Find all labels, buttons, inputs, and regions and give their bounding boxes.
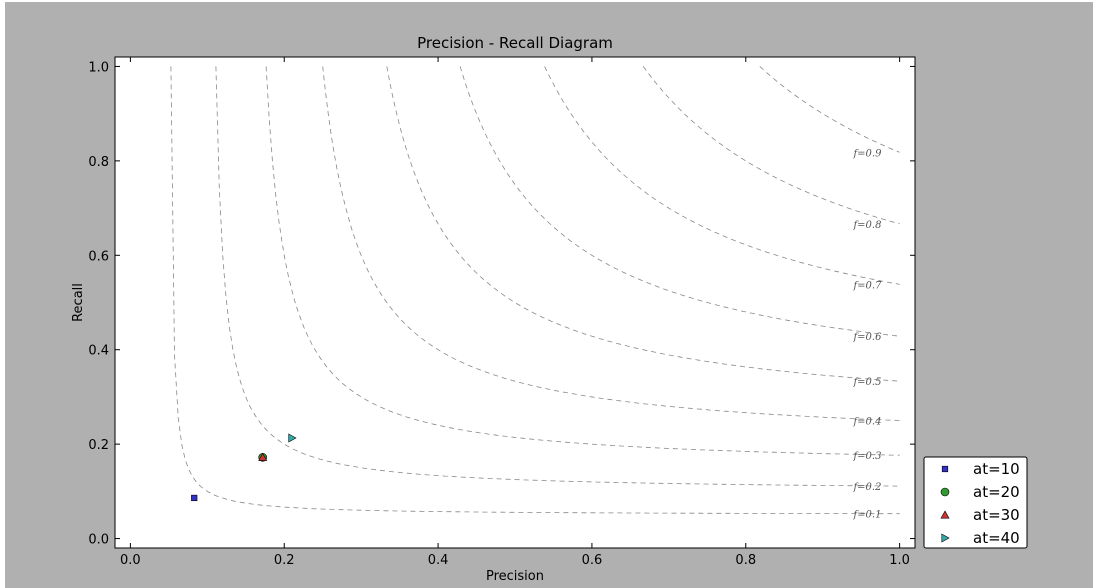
x-tick-label: 1.0 bbox=[889, 553, 910, 568]
x-tick-label: 0.6 bbox=[582, 553, 603, 568]
iso-f-label-0.6: f=0.6 bbox=[852, 332, 882, 343]
iso-f-label-0.3: f=0.3 bbox=[852, 451, 881, 462]
y-tick-label: 0.2 bbox=[88, 438, 109, 453]
legend-label: at=20 bbox=[973, 483, 1020, 501]
data-point-at=10 bbox=[191, 494, 198, 502]
axis-ticks: 0.0 0.2 0.4 0.6 0.8 1.0 0.0 0.2 0.4 0.6 0.8 1.0 bbox=[88, 57, 915, 568]
iso-f-label-0.5: f=0.5 bbox=[852, 377, 881, 388]
iso-f-label-0.1: f=0.1 bbox=[852, 510, 881, 521]
legend-marker-at=30 bbox=[940, 510, 950, 519]
legend-label: at=10 bbox=[973, 460, 1020, 478]
iso-f-label-0.2: f=0.2 bbox=[852, 482, 881, 493]
x-tick-label: 0.0 bbox=[120, 553, 141, 568]
x-tick-label: 0.4 bbox=[428, 553, 449, 568]
legend: at=10 at=20 at=30 at=40 bbox=[923, 456, 1028, 549]
iso-f-curves: f=0.1 f=0.2 f=0.3 f=0.4 f=0.5 f=0.6 f=0.7 f=0.8… bbox=[170, 66, 900, 521]
plot-area bbox=[114, 56, 916, 549]
y-axis-title: Recall bbox=[71, 283, 86, 322]
legend-label: at=40 bbox=[973, 529, 1020, 547]
iso-f-curve-0.4 bbox=[322, 66, 900, 421]
y-tick-label: 0.8 bbox=[88, 155, 109, 170]
iso-f-curve-0.3 bbox=[265, 66, 900, 456]
iso-f-label-0.8: f=0.8 bbox=[852, 220, 881, 231]
x-axis-title: Precision bbox=[486, 569, 544, 584]
iso-f-curve-0.8 bbox=[642, 66, 900, 225]
iso-f-curve-0.2 bbox=[215, 66, 900, 487]
y-tick-label: 0.4 bbox=[88, 344, 109, 359]
iso-f-label-0.9: f=0.9 bbox=[852, 148, 882, 159]
x-tick-label: 0.2 bbox=[274, 553, 295, 568]
legend-box bbox=[923, 456, 1028, 549]
x-tick-label: 0.8 bbox=[735, 553, 756, 568]
iso-f-label-0.7: f=0.7 bbox=[852, 280, 882, 291]
y-tick-label: 0.0 bbox=[88, 533, 109, 548]
y-tick-label: 0.6 bbox=[88, 249, 109, 264]
iso-f-curve-0.9 bbox=[759, 66, 900, 153]
data-point-at=40 bbox=[288, 433, 297, 443]
legend-label: at=30 bbox=[973, 506, 1020, 524]
y-tick-label: 1.0 bbox=[88, 60, 109, 75]
iso-f-curve-0.5 bbox=[386, 66, 900, 382]
legend-marker-at=10 bbox=[941, 465, 949, 473]
iso-f-label-0.4: f=0.4 bbox=[852, 417, 881, 428]
data-point-at=30 bbox=[258, 452, 268, 461]
legend-marker-at=20 bbox=[940, 487, 950, 497]
data-points bbox=[191, 433, 297, 502]
legend-marker-at=40 bbox=[941, 533, 950, 543]
chart-title: Precision - Recall Diagram bbox=[417, 34, 613, 52]
